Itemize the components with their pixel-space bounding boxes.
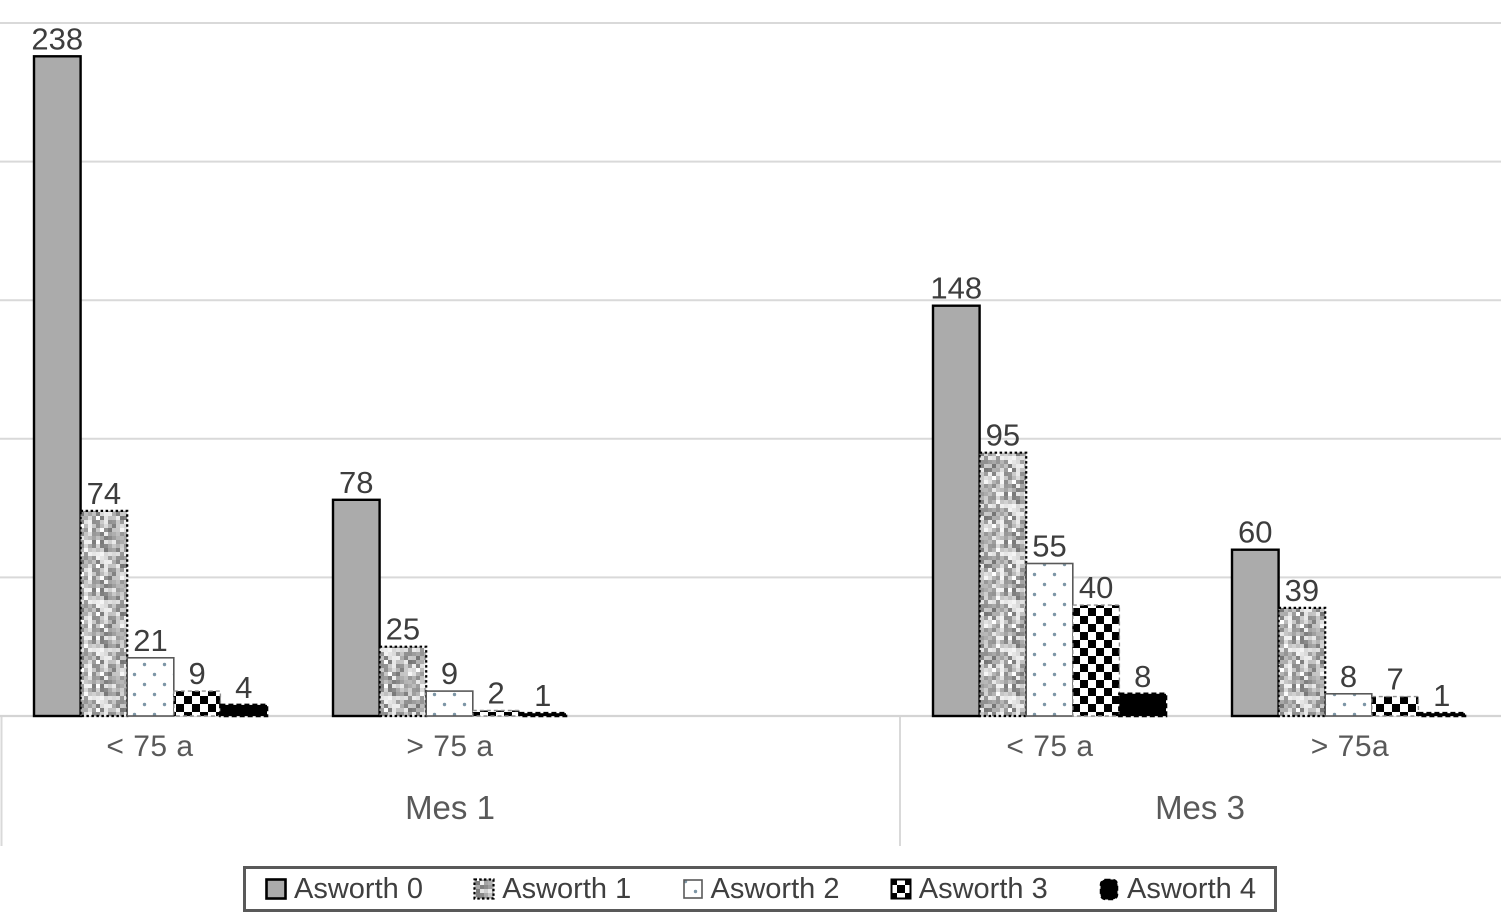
bar-value-label: 74: [87, 476, 121, 511]
legend-label: Asworth 2: [710, 872, 840, 905]
x-axis-age-label: > 75a: [1310, 730, 1390, 763]
legend-label: Asworth 3: [918, 872, 1048, 905]
x-axis-month-label: Mes 3: [1155, 789, 1245, 826]
legend-label: Asworth 4: [1127, 872, 1256, 905]
bar-asworth-0-group-1: [331, 498, 381, 718]
bar-value-label: 55: [1032, 529, 1066, 564]
bar-value-label: 8: [1134, 659, 1151, 694]
bar-value-label: 1: [534, 678, 551, 713]
bar-asworth-0-group-2: [931, 304, 981, 718]
legend-label: Asworth 1: [502, 872, 632, 905]
legend-marker-solid-gray-icon: [265, 878, 287, 900]
legend-marker-solid-black-icon: [1099, 878, 1119, 901]
x-axis-age-label: > 75 a: [406, 730, 494, 763]
bar-asworth-2-group-1: [425, 690, 474, 717]
bar-asworth-3-group-1: [472, 709, 521, 717]
bar-value-label: 9: [441, 656, 458, 691]
bar-asworth-3-group-0: [173, 690, 222, 717]
bar-asworth-2-group-2: [1025, 562, 1074, 717]
x-axis-month-label: Mes 1: [405, 789, 495, 826]
x-axis-age-label: < 75 a: [1006, 730, 1094, 763]
legend-item-asworth-3: Asworth 3: [889, 873, 1048, 906]
legend-item-asworth-1: Asworth 1: [472, 873, 631, 906]
bar-value-label: 7: [1386, 662, 1403, 697]
bar-value-label: 95: [986, 418, 1020, 453]
bar-asworth-4-group-3: [1417, 711, 1467, 718]
legend-item-asworth-0: Asworth 0: [264, 873, 423, 906]
bar-asworth-4-group-1: [518, 711, 568, 718]
legend-item-asworth-4: Asworth 4: [1097, 873, 1256, 906]
legend-marker-checkerboard-icon: [890, 878, 912, 900]
bar-asworth-3-group-3: [1371, 695, 1420, 717]
bar-asworth-0-group-3: [1230, 548, 1280, 718]
legend-marker-speckle-icon: [473, 878, 495, 900]
bar-value-label: 1: [1433, 678, 1450, 713]
legend: Asworth 0 Asworth 1 Asworth 2 Asworth 3 …: [243, 866, 1277, 912]
bar-value-label: 238: [31, 21, 83, 56]
legend-item-asworth-2: Asworth 2: [681, 872, 840, 906]
bar-asworth-1-group-3: [1277, 606, 1327, 718]
bar-asworth-4-group-0: [219, 703, 269, 718]
bar-value-label: 9: [188, 656, 205, 691]
bar-value-label: 4: [235, 670, 252, 705]
bar-value-label: 78: [339, 465, 373, 500]
bar-value-label: 60: [1238, 515, 1272, 550]
bar-value-label: 21: [133, 623, 167, 658]
legend-label: Asworth 0: [294, 872, 423, 905]
bar-value-label: 148: [930, 271, 982, 306]
bar-value-label: 25: [386, 612, 420, 647]
bar-value-label: 2: [487, 676, 504, 711]
bar-asworth-4-group-2: [1118, 692, 1168, 718]
bar-value-label: 40: [1079, 570, 1113, 605]
bar-asworth-1-group-1: [378, 645, 428, 718]
bar-asworth-1-group-2: [978, 451, 1028, 718]
bar-asworth-2-group-0: [126, 656, 175, 717]
x-axis-age-label: < 75 a: [106, 730, 194, 763]
bar-value-label: 8: [1340, 659, 1357, 694]
bar-asworth-1-group-0: [79, 509, 129, 718]
legend-marker-white-dots-icon: [682, 879, 703, 899]
bar-asworth-0-group-0: [32, 55, 82, 718]
bar-asworth-2-group-3: [1324, 692, 1373, 717]
bar-asworth-3-group-2: [1072, 604, 1121, 717]
bar-value-label: 39: [1285, 573, 1319, 608]
